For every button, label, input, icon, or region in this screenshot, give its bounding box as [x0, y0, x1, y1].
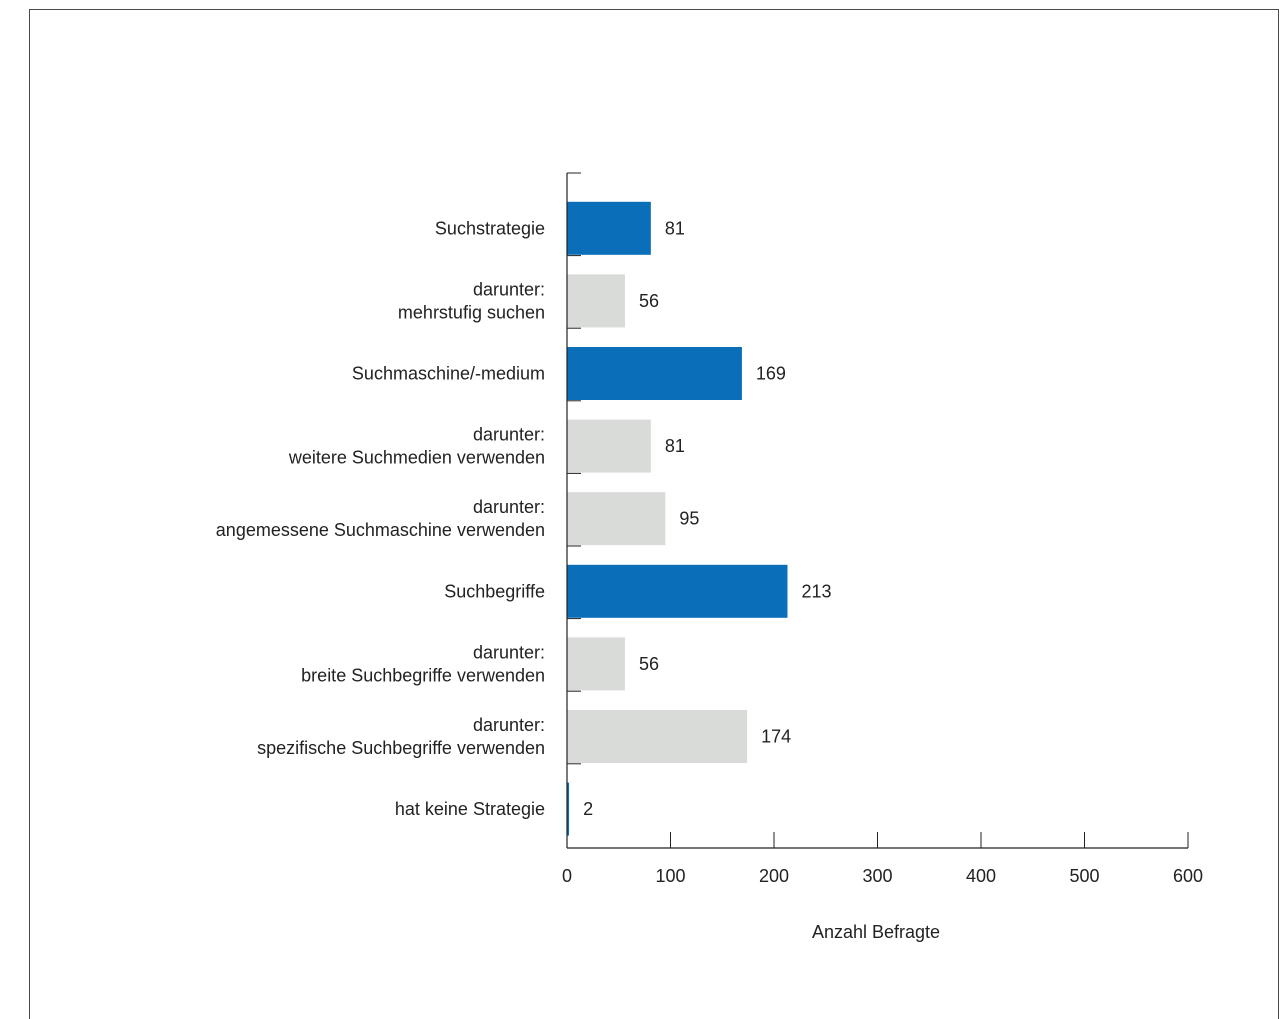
x-tick-label: 100 — [655, 866, 685, 886]
category-label: hat keine Strategie — [395, 799, 545, 819]
bar-main — [567, 782, 570, 836]
bar-value-label: 81 — [665, 436, 685, 456]
bar-sub — [567, 637, 625, 691]
bar-value-label: 174 — [761, 727, 791, 747]
category-label: darunter: — [473, 642, 545, 662]
bar-sub — [567, 492, 666, 546]
category-label: spezifische Suchbegriffe verwenden — [257, 738, 545, 758]
category-label: Suchstrategie — [435, 218, 545, 238]
bar-main — [567, 564, 788, 618]
category-label: angemessene Suchmaschine verwenden — [216, 520, 545, 540]
category-label: breite Suchbegriffe verwenden — [301, 665, 545, 685]
bar-value-label: 213 — [801, 581, 831, 601]
category-label: darunter: — [473, 497, 545, 517]
x-tick-label: 400 — [966, 866, 996, 886]
bars-layer — [567, 201, 788, 836]
bar-value-label: 2 — [583, 799, 593, 819]
x-tick-label: 200 — [759, 866, 789, 886]
bar-sub — [567, 419, 651, 473]
category-label: darunter: — [473, 425, 545, 445]
x-tick-label: 500 — [1069, 866, 1099, 886]
bar-main — [567, 347, 742, 400]
x-axis-title: Anzahl Befragte — [812, 922, 940, 942]
figure-frame — [29, 9, 1279, 1019]
bar-main — [567, 201, 651, 255]
bar-value-label: 56 — [639, 654, 659, 674]
category-label: Suchmaschine/-medium — [352, 364, 545, 384]
bar-value-label: 56 — [639, 291, 659, 311]
bar-value-label: 169 — [756, 364, 786, 384]
x-tick-label: 600 — [1173, 866, 1203, 886]
bar-value-label: 81 — [665, 218, 685, 238]
category-label: Suchbegriffe — [444, 581, 545, 601]
bar-value-label: 95 — [679, 509, 699, 529]
axis-layer — [566, 172, 1189, 849]
bar-sub — [567, 710, 748, 763]
category-label: darunter: — [473, 279, 545, 299]
labels-layer: 81 Suchstrategie 56 darunter: mehrstufig suc… — [216, 218, 1203, 886]
category-label: darunter: — [473, 715, 545, 735]
category-label: weitere Suchmedien verwenden — [288, 448, 545, 468]
bar-sub — [567, 274, 625, 328]
x-tick-label: 300 — [862, 866, 892, 886]
category-label: mehrstufig suchen — [398, 302, 545, 322]
x-tick-label: 0 — [562, 866, 572, 886]
